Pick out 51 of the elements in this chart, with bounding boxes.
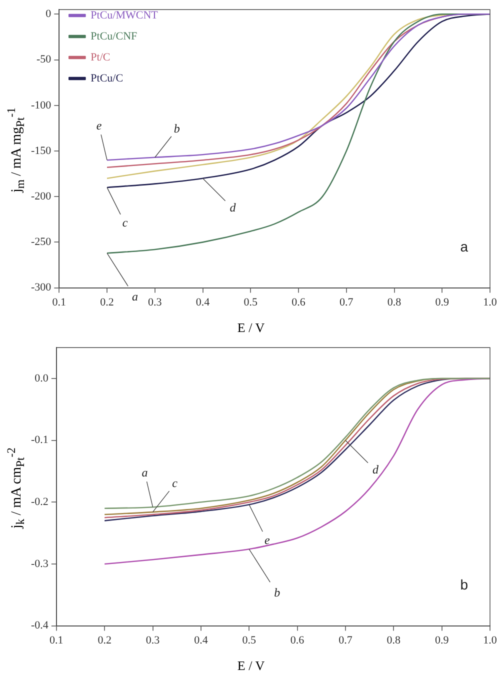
x-tick-label: 0.2 [100, 296, 114, 308]
annotation: d [230, 200, 237, 214]
x-tick-label: 0.1 [52, 296, 66, 308]
x-tick-label: 1.0 [483, 634, 498, 646]
x-tick-label: 0.5 [244, 296, 258, 308]
x-tick-label: 0.2 [98, 634, 112, 646]
x-tick-label: 1.0 [483, 296, 498, 308]
annotation: b [174, 122, 180, 136]
annotation: b [274, 585, 280, 600]
y-tick-label: -100 [30, 99, 52, 112]
x-tick-label: 0.8 [387, 296, 402, 308]
x-tick-label: 0.1 [50, 634, 64, 646]
legend-label: PtCu/MWCNT [90, 9, 158, 22]
y-tick-label: -0.4 [30, 620, 49, 632]
x-axis-title: E / V [236, 658, 266, 674]
x-tick-label: 0.8 [386, 634, 402, 646]
annotation: c [122, 216, 128, 230]
y-tick-label: 0.0 [34, 372, 49, 384]
annotation: c [172, 476, 178, 490]
annotation: a [460, 238, 468, 255]
y-tick-label: -0.1 [30, 434, 48, 446]
y-tick-label: 0 [46, 8, 52, 20]
x-tick-label: 0.9 [435, 296, 450, 308]
x-tick-label: 0.6 [290, 634, 305, 646]
x-tick-label: 0.6 [292, 296, 306, 308]
legend-label: PtCu/C [90, 72, 124, 84]
annotation: a [142, 465, 148, 480]
y-tick-label: -250 [30, 236, 52, 248]
x-axis-title: E / V [236, 320, 266, 336]
y-tick-label: -200 [30, 190, 52, 202]
annotation: e [264, 532, 270, 547]
line-series [104, 378, 490, 565]
x-tick-label: 0.4 [196, 296, 210, 308]
x-tick-label: 0.9 [434, 634, 450, 646]
legend-label: Pt/C [90, 51, 110, 64]
x-tick-label: 0.3 [146, 634, 160, 646]
x-tick-label: 0.5 [242, 634, 256, 646]
annotation: a [132, 289, 138, 304]
y-tick-label: -0.3 [30, 558, 49, 570]
x-tick-label: 0.4 [194, 634, 208, 646]
y-tick-label: -50 [36, 54, 52, 66]
annotation: d [372, 462, 380, 476]
y-tick-label: -0.2 [30, 496, 48, 508]
x-tick-label: 0.3 [148, 296, 162, 308]
annotation: b [460, 576, 468, 593]
annotation: e [96, 118, 102, 132]
x-tick-label: 0.7 [338, 634, 353, 646]
x-tick-label: 0.7 [340, 296, 354, 308]
legend-label: PtCu/CNF [90, 30, 138, 42]
y-tick-label: -300 [30, 282, 52, 294]
y-tick-label: -150 [30, 144, 52, 157]
